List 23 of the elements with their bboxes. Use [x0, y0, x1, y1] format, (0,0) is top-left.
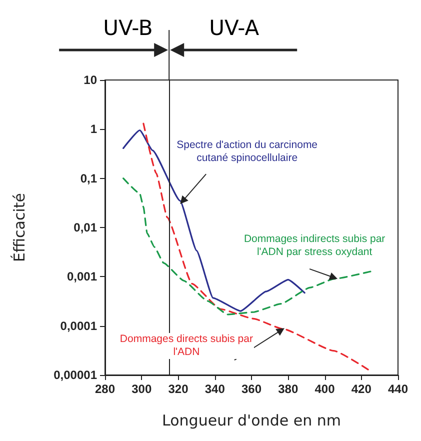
y-tick-label: 10	[84, 73, 98, 87]
y-tick-label: 0,001	[66, 270, 98, 284]
annotation: Dommages directs subis par l'ADN	[118, 333, 254, 360]
text: UV-A	[209, 16, 260, 40]
text: UV-B	[103, 16, 153, 40]
x-tick-label: 300	[132, 382, 152, 396]
x-tick-label: 280	[94, 382, 116, 396]
x-tick-label: 340	[204, 382, 226, 396]
annotation: Spectre d'action du carcinome cutané spinocellulaire	[172, 139, 322, 166]
x-tick-label: 420	[351, 382, 372, 396]
x-tick-label: 320	[168, 382, 189, 396]
y-tick-label: 0,1	[80, 171, 98, 186]
y-axis-title: Éfficacité	[10, 193, 28, 262]
annotation: Dommages indirects subis par l'ADN par stress oxydant	[240, 232, 390, 259]
y-tick-label: 0,00001	[54, 368, 98, 382]
y-tick-label: 0,01	[74, 220, 98, 234]
x-tick-label: 400	[314, 382, 336, 396]
x-axis-title: Longueur d'onde en nm	[162, 412, 341, 430]
x-tick-label: 440	[388, 382, 408, 396]
x-tick-label: 360	[241, 382, 262, 396]
y-tick-label: 0,0001	[60, 318, 98, 333]
x-tick-label: 380	[278, 382, 298, 396]
y-tick-label: 1	[90, 122, 98, 136]
